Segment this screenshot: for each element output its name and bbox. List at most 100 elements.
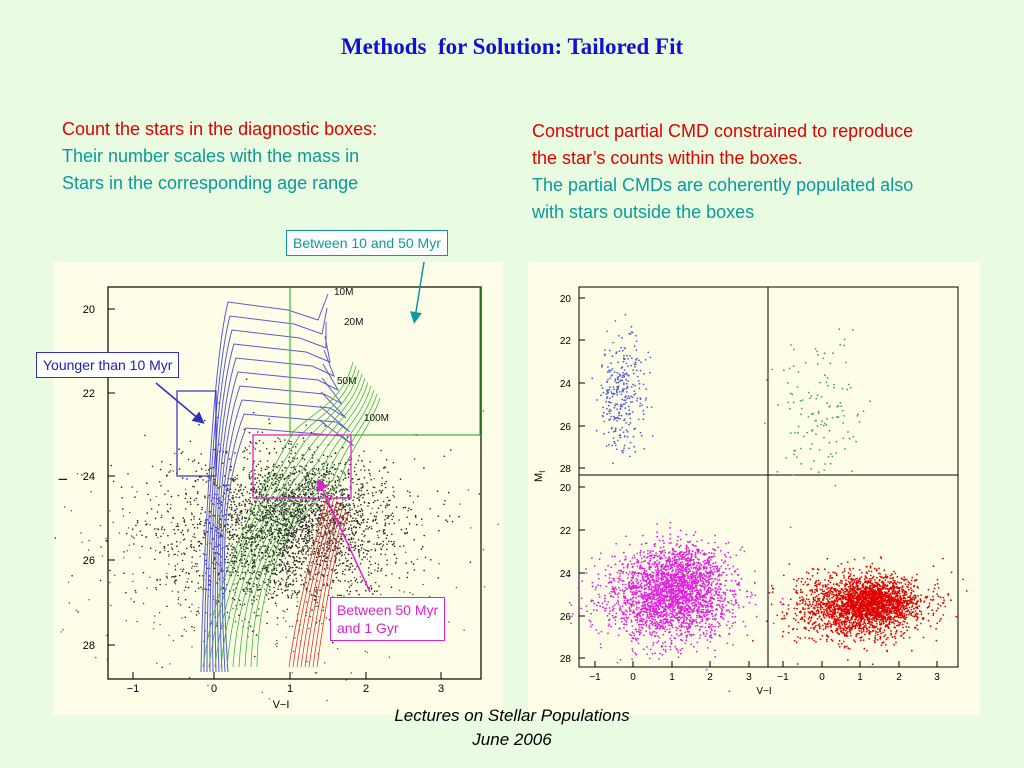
star-point	[234, 452, 236, 454]
star-point	[201, 508, 203, 511]
star-point	[174, 565, 177, 567]
star-point	[275, 466, 277, 468]
star-point	[112, 521, 114, 524]
star-point	[623, 447, 625, 449]
isochrone-curve	[219, 391, 347, 673]
star-point	[310, 510, 312, 512]
star-point	[235, 529, 237, 531]
star-point	[826, 377, 829, 379]
star-point	[154, 550, 157, 552]
star-point	[339, 550, 342, 552]
star-point	[618, 391, 621, 393]
star-point	[266, 460, 269, 462]
star-point	[260, 469, 263, 472]
star-point	[265, 488, 267, 491]
star-point	[241, 516, 244, 518]
star-point	[275, 643, 277, 646]
star-point	[248, 502, 251, 505]
star-point	[303, 483, 306, 486]
star-point	[354, 568, 356, 570]
star-point	[732, 612, 734, 615]
star-point	[810, 468, 812, 470]
star-point	[732, 622, 734, 625]
star-point	[241, 620, 243, 622]
star-point	[155, 532, 157, 535]
star-point	[416, 523, 418, 526]
star-point	[308, 534, 311, 537]
star-point	[322, 543, 325, 545]
star-point	[75, 609, 78, 611]
star-point	[173, 528, 175, 531]
star-point	[203, 524, 206, 527]
star-point	[167, 550, 169, 553]
star-point	[193, 515, 195, 518]
star-point	[333, 569, 336, 572]
star-point	[255, 517, 257, 519]
star-point	[817, 410, 820, 413]
star-point	[607, 404, 610, 407]
star-point	[172, 470, 174, 472]
star-point	[288, 456, 291, 458]
star-point	[348, 527, 351, 529]
star-point	[633, 445, 636, 448]
star-point	[285, 495, 288, 498]
star-point	[367, 505, 369, 507]
star-point	[318, 516, 320, 519]
star-point	[596, 609, 598, 612]
star-point	[195, 614, 198, 616]
star-point	[99, 579, 102, 582]
star-point	[122, 515, 125, 517]
isochrone-curve	[220, 373, 363, 668]
star-point	[264, 479, 266, 481]
star-point	[705, 629, 708, 632]
star-point	[226, 611, 229, 614]
mass-label-100: 100M	[364, 413, 389, 424]
star-point	[331, 521, 334, 524]
star-point	[234, 503, 236, 506]
star-point	[288, 519, 290, 521]
left-x-axis-label: V−I	[273, 699, 290, 711]
star-point	[287, 589, 289, 591]
star-point	[247, 524, 250, 526]
star-point	[858, 421, 861, 423]
star-point	[242, 494, 244, 497]
star-point	[204, 495, 206, 497]
star-point	[197, 462, 200, 464]
star-point	[380, 553, 382, 555]
star-point	[198, 587, 200, 589]
star-point	[231, 497, 233, 499]
star-point	[635, 653, 638, 656]
star-point	[253, 571, 255, 574]
star-point	[252, 536, 254, 538]
star-point	[342, 493, 345, 495]
star-point	[246, 560, 248, 563]
star-point	[380, 484, 383, 487]
star-point	[263, 531, 266, 534]
star-point	[614, 555, 616, 558]
star-point	[316, 580, 318, 582]
star-point	[323, 583, 325, 585]
star-point	[313, 479, 315, 482]
star-point	[197, 570, 200, 572]
star-point	[683, 611, 686, 613]
star-point	[349, 538, 351, 541]
star-point	[323, 549, 326, 551]
star-point	[607, 564, 609, 567]
star-point	[808, 391, 810, 394]
star-point	[321, 623, 323, 625]
star-point	[269, 580, 272, 582]
star-point	[718, 594, 721, 597]
star-point	[230, 501, 233, 503]
star-point	[277, 588, 280, 590]
star-point	[247, 621, 250, 623]
star-point	[300, 575, 303, 577]
star-point	[744, 625, 747, 628]
star-point	[629, 441, 632, 444]
star-point	[267, 549, 269, 551]
star-point	[622, 374, 625, 377]
star-point	[200, 512, 202, 515]
star-point	[176, 545, 178, 547]
star-point	[261, 485, 264, 487]
star-point	[373, 478, 375, 480]
star-point	[342, 540, 345, 542]
